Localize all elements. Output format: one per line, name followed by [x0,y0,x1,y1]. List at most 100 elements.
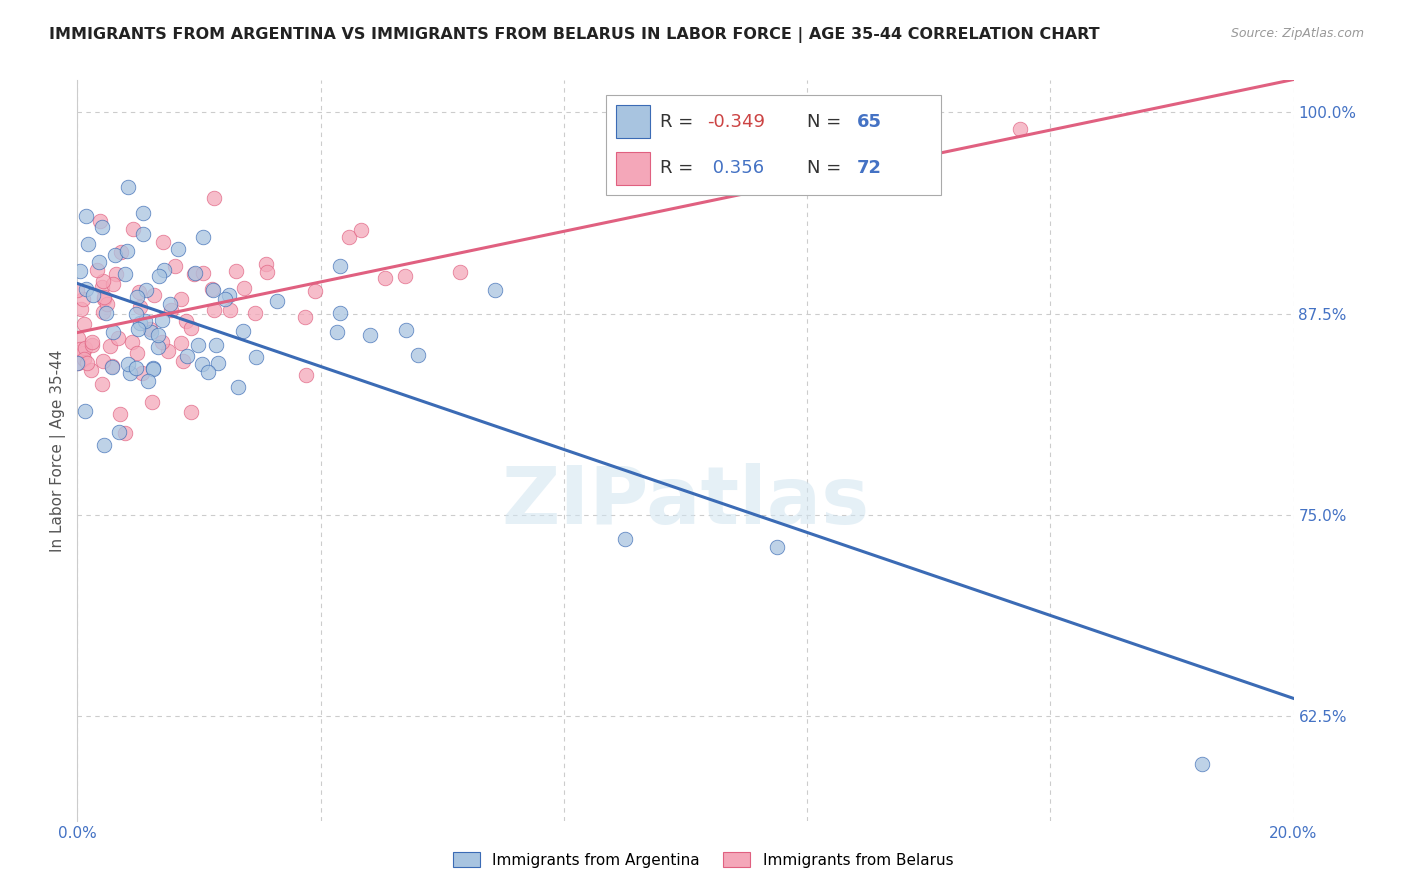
Point [100,360,122,375]
Point [141,325,163,339]
Point [73,403,96,417]
Point [76,356,98,370]
Point [125,346,148,360]
Point [132,227,155,242]
Point [406,348,429,362]
Point [141,395,163,409]
Point [484,283,506,297]
Point [138,375,160,389]
Point [359,328,381,343]
Point [350,223,373,237]
Point [294,310,316,324]
Point [152,235,174,250]
Point [93,438,115,452]
Point [226,380,249,394]
Point [183,268,205,282]
Point [256,265,278,279]
Point [91,280,114,294]
Point [87,255,110,269]
Text: Source: ZipAtlas.com: Source: ZipAtlas.com [1230,27,1364,40]
Point [75,282,97,296]
Point [163,259,186,273]
Point [170,335,193,350]
Point [73,341,96,355]
Point [103,248,125,262]
Point [122,222,145,236]
Point [107,425,129,439]
Point [159,296,181,310]
Point [172,353,194,368]
Point [394,268,416,283]
Point [73,351,96,366]
Point [325,325,347,339]
Point [134,314,156,328]
Point [114,268,136,282]
Point [132,206,155,220]
Point [72,293,94,307]
Point [201,282,224,296]
Point [329,259,352,273]
Point [91,377,114,392]
Point [254,257,277,271]
Point [115,244,138,258]
Point [69,302,91,317]
Point [207,355,229,369]
Point [101,359,124,374]
Point [156,343,179,358]
Point [129,300,152,314]
Point [148,340,170,354]
Point [266,293,288,308]
Point [160,303,183,318]
Point [105,267,128,281]
Point [89,214,111,228]
Point [80,363,103,377]
Point [150,335,173,350]
Point [176,349,198,363]
Point [91,353,114,368]
Point [91,274,114,288]
Point [205,338,228,352]
Point [304,284,326,298]
Point [374,270,396,285]
Point [148,327,170,342]
Point [77,236,100,251]
Point [114,425,136,440]
Point [225,264,247,278]
Point [295,368,318,382]
Point [142,360,165,375]
Point [204,302,226,317]
Point [66,356,89,370]
Y-axis label: In Labor Force | Age 35-44: In Labor Force | Age 35-44 [51,350,66,551]
Point [187,338,209,352]
Point [143,288,166,302]
Point [180,320,202,334]
Point [148,269,170,284]
Point [232,324,254,338]
Point [394,322,416,336]
Point [80,334,103,349]
Point [110,245,132,260]
Point [245,350,267,364]
Point [613,532,636,546]
Point [127,290,149,304]
Point [183,266,205,280]
Point [101,325,124,339]
Point [191,266,214,280]
Point [124,361,146,376]
Point [66,283,89,297]
Point [108,407,131,421]
Point [174,314,197,328]
Point [72,345,94,359]
Point [127,322,149,336]
Point [139,322,162,336]
Point [69,342,91,356]
Point [91,305,114,319]
Point [125,307,148,321]
Point [337,230,360,244]
Point [101,277,124,292]
Point [219,303,242,318]
Point [73,317,96,331]
Point [449,265,471,279]
Point [201,283,224,297]
Point [91,219,114,234]
